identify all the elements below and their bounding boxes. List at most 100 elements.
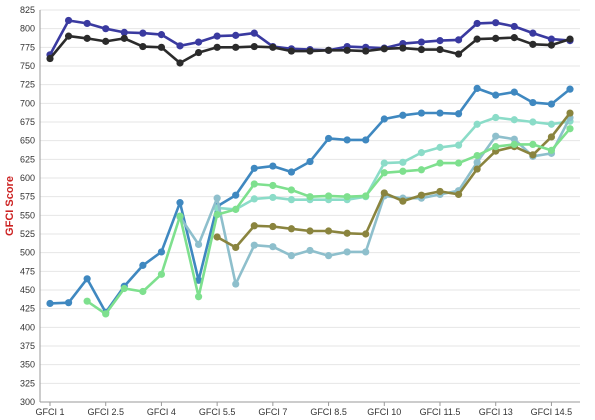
data-point[interactable] (492, 113, 500, 122)
data-point[interactable] (399, 44, 407, 52)
data-point[interactable] (324, 134, 333, 143)
data-point[interactable] (250, 29, 258, 37)
data-point[interactable] (306, 157, 314, 166)
data-point[interactable] (232, 31, 240, 39)
data-point[interactable] (269, 193, 277, 202)
data-point[interactable] (250, 241, 258, 249)
data-point[interactable] (269, 162, 277, 170)
data-point[interactable] (473, 158, 481, 166)
data-point[interactable] (194, 240, 203, 249)
data-point[interactable] (510, 135, 518, 143)
data-point[interactable] (287, 252, 296, 260)
data-point[interactable] (510, 140, 518, 148)
data-point[interactable] (380, 45, 388, 53)
data-point[interactable] (510, 22, 518, 31)
data-point[interactable] (176, 42, 184, 50)
data-point[interactable] (417, 38, 426, 46)
data-point[interactable] (64, 32, 73, 40)
data-point[interactable] (547, 146, 556, 154)
data-point[interactable] (324, 252, 333, 260)
data-point[interactable] (566, 35, 574, 43)
data-point[interactable] (473, 35, 481, 43)
data-point[interactable] (436, 109, 444, 117)
data-point[interactable] (362, 136, 370, 144)
data-point[interactable] (343, 46, 351, 54)
data-point[interactable] (46, 299, 54, 308)
data-point[interactable] (102, 37, 110, 45)
data-point[interactable] (547, 120, 556, 128)
data-point[interactable] (417, 191, 426, 199)
data-point[interactable] (176, 59, 184, 67)
data-point[interactable] (454, 159, 463, 167)
data-point[interactable] (64, 16, 73, 25)
data-point[interactable] (194, 48, 203, 57)
data-point[interactable] (436, 159, 444, 167)
data-point[interactable] (213, 194, 221, 202)
data-point[interactable] (380, 115, 388, 123)
data-point[interactable] (139, 42, 147, 51)
data-point[interactable] (343, 229, 351, 237)
data-point[interactable] (343, 136, 351, 144)
data-point[interactable] (510, 34, 518, 42)
data-point[interactable] (120, 28, 128, 36)
data-point[interactable] (473, 152, 481, 160)
data-point[interactable] (157, 31, 166, 39)
data-point[interactable] (287, 186, 296, 194)
data-point[interactable] (399, 158, 407, 166)
data-point[interactable] (83, 297, 91, 305)
data-point[interactable] (399, 167, 407, 175)
data-point[interactable] (473, 84, 481, 92)
data-point[interactable] (232, 280, 240, 288)
data-point[interactable] (176, 199, 184, 207)
data-point[interactable] (324, 46, 333, 54)
data-point[interactable] (194, 293, 203, 301)
data-point[interactable] (102, 25, 110, 33)
data-point[interactable] (417, 109, 426, 117)
data-point[interactable] (343, 248, 351, 256)
data-point[interactable] (46, 54, 54, 63)
data-point[interactable] (380, 159, 388, 167)
data-point[interactable] (436, 37, 444, 45)
data-point[interactable] (250, 195, 258, 203)
data-point[interactable] (287, 168, 296, 176)
data-point[interactable] (157, 248, 166, 256)
data-point[interactable] (213, 233, 221, 241)
data-point[interactable] (232, 43, 240, 51)
data-point[interactable] (380, 189, 388, 197)
data-point[interactable] (454, 36, 463, 44)
data-point[interactable] (269, 43, 277, 51)
data-point[interactable] (306, 47, 314, 55)
data-point[interactable] (306, 227, 314, 235)
data-point[interactable] (529, 151, 537, 159)
data-point[interactable] (473, 165, 481, 173)
data-point[interactable] (269, 222, 277, 231)
data-point[interactable] (157, 43, 166, 51)
data-point[interactable] (269, 243, 277, 251)
data-point[interactable] (510, 88, 518, 96)
data-point[interactable] (83, 34, 91, 42)
data-point[interactable] (139, 261, 147, 269)
data-point[interactable] (232, 191, 240, 199)
data-point[interactable] (362, 230, 370, 238)
data-point[interactable] (454, 50, 463, 58)
data-point[interactable] (250, 42, 258, 51)
data-point[interactable] (306, 246, 314, 255)
data-point[interactable] (250, 222, 258, 230)
data-point[interactable] (566, 125, 574, 133)
data-point[interactable] (232, 243, 240, 252)
data-point[interactable] (492, 143, 500, 151)
data-point[interactable] (492, 19, 500, 27)
data-point[interactable] (176, 212, 184, 220)
data-point[interactable] (547, 133, 556, 141)
data-point[interactable] (306, 193, 314, 201)
data-point[interactable] (213, 210, 221, 219)
data-point[interactable] (324, 227, 333, 235)
data-point[interactable] (213, 43, 221, 51)
data-point[interactable] (194, 276, 203, 284)
data-point[interactable] (529, 98, 537, 107)
data-point[interactable] (287, 196, 296, 204)
data-point[interactable] (120, 34, 128, 42)
data-point[interactable] (250, 180, 258, 188)
data-point[interactable] (454, 110, 463, 118)
data-point[interactable] (83, 19, 91, 28)
